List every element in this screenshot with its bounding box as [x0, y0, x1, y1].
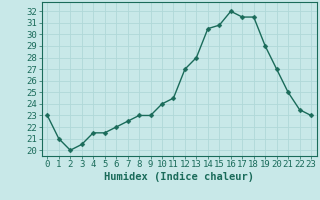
- X-axis label: Humidex (Indice chaleur): Humidex (Indice chaleur): [104, 172, 254, 182]
